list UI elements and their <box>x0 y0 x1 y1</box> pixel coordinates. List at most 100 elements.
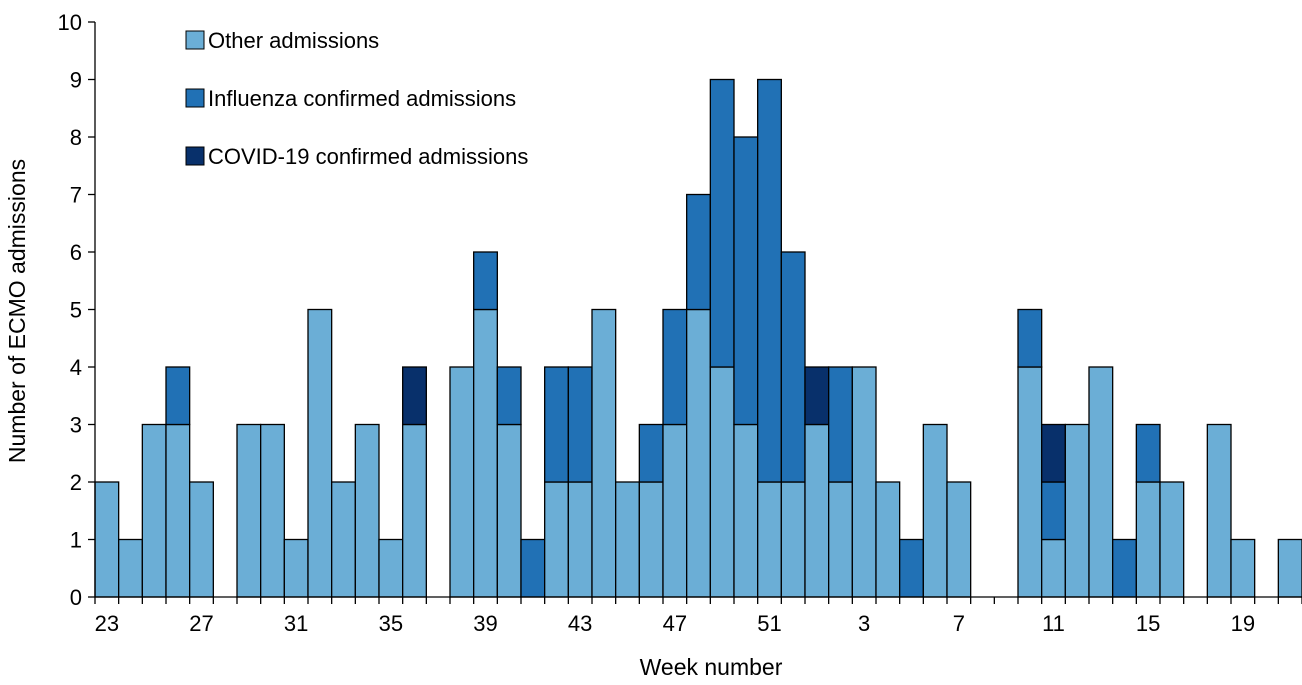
bar-segment <box>709 78 735 368</box>
bar-segment <box>1064 423 1090 598</box>
y-tick-label: 3 <box>70 413 82 438</box>
x-tick-label: 31 <box>284 611 308 636</box>
y-tick-label: 4 <box>70 355 82 380</box>
bar-segment <box>828 481 853 598</box>
bar-segment <box>236 423 262 598</box>
bar-segment <box>733 423 759 598</box>
bar-segment <box>402 423 427 598</box>
bar-segment <box>804 366 830 426</box>
bar-segment <box>165 423 191 598</box>
bar-segment <box>922 423 948 598</box>
bar-segment <box>260 423 285 598</box>
bar-segment <box>165 366 191 426</box>
y-axis-title: Number of ECMO admissions <box>4 159 30 463</box>
x-ticks-group: 23 27 31 35 39 43 47 51 3 7 11 15 19 <box>94 597 1302 636</box>
x-tick-label: 39 <box>473 611 497 636</box>
y-tick-label: 10 <box>58 10 82 35</box>
bar-segment <box>283 538 309 598</box>
legend-label: COVID-19 confirmed admissions <box>208 144 528 169</box>
bar-segment <box>473 251 498 311</box>
bar-segment <box>899 538 924 598</box>
bar-segment <box>828 366 853 483</box>
y-tick-label: 6 <box>70 240 82 265</box>
bar-segment <box>1206 423 1232 598</box>
bar-segment <box>686 308 711 598</box>
bar-segment <box>638 481 664 598</box>
x-tick-label: 27 <box>189 611 213 636</box>
bar-segment <box>520 538 546 598</box>
bar-segment <box>662 423 688 598</box>
bar-segment <box>804 423 830 598</box>
bar-segment <box>118 538 143 598</box>
bar-segment <box>1277 538 1302 598</box>
bar-segment <box>141 423 167 598</box>
bar-segment <box>780 251 806 483</box>
bar-segment <box>449 366 475 598</box>
bar-segment <box>1017 308 1043 368</box>
bar-segment <box>1088 366 1114 598</box>
bar-segment <box>1041 538 1066 598</box>
legend-swatch <box>185 88 205 108</box>
bar-segment <box>1017 366 1043 598</box>
bar-segment <box>686 193 711 311</box>
bar-segment <box>1135 481 1161 598</box>
bar-segment <box>615 481 640 598</box>
bar-segment <box>733 136 759 426</box>
x-tick-label: 15 <box>1136 611 1160 636</box>
bar-segment <box>544 481 569 598</box>
x-tick-label: 43 <box>568 611 592 636</box>
y-tick-label: 9 <box>70 68 82 93</box>
y-tick-label: 0 <box>70 585 82 610</box>
legend-swatch <box>185 146 205 166</box>
bar-segment <box>567 366 593 483</box>
bar-segment <box>567 481 593 598</box>
x-tick-label: 7 <box>953 611 965 636</box>
y-tick-label: 2 <box>70 470 82 495</box>
bar-segment <box>709 366 735 598</box>
bar-segment <box>402 366 427 426</box>
bar-segment <box>1135 423 1161 483</box>
legend-swatch <box>185 30 205 50</box>
bar-segment <box>496 366 522 426</box>
bar-segment <box>307 308 333 598</box>
bar-segment <box>189 481 214 598</box>
x-tick-label: 11 <box>1042 611 1065 636</box>
bar-segment <box>354 423 380 598</box>
x-tick-label: 19 <box>1231 611 1255 636</box>
bar-segment <box>1230 538 1256 598</box>
bar-segment <box>331 481 356 598</box>
bar-segment <box>1159 481 1185 598</box>
y-ticks-group: 0 1 2 3 4 5 6 7 8 9 10 <box>58 10 95 610</box>
bar-segment <box>591 308 617 598</box>
x-tick-label: 23 <box>95 611 119 636</box>
y-tick-label: 1 <box>70 528 82 553</box>
y-tick-label: 5 <box>70 298 82 323</box>
bar-segment <box>662 308 688 426</box>
bar-segment <box>757 78 782 483</box>
x-tick-label: 47 <box>663 611 687 636</box>
x-axis-title: Week number <box>640 654 783 680</box>
bar-segment <box>875 481 901 598</box>
legend: Other admissions Influenza confirmed admi… <box>185 28 528 169</box>
bar-segment <box>378 538 404 598</box>
bar-segment <box>1041 481 1066 541</box>
y-tick-label: 7 <box>70 183 82 208</box>
bar-segment <box>1041 423 1066 483</box>
bar-segment <box>946 481 972 598</box>
bar-segment <box>473 308 498 598</box>
y-tick-label: 8 <box>70 125 82 150</box>
bar-segment <box>496 423 522 598</box>
bar-segment <box>1112 538 1137 598</box>
x-tick-label: 35 <box>379 611 403 636</box>
bar-segment <box>851 366 877 598</box>
bar-segment <box>638 423 664 483</box>
legend-label: Influenza confirmed admissions <box>208 86 516 111</box>
bar-segment <box>780 481 806 598</box>
x-tick-label: 51 <box>757 611 781 636</box>
x-tick-label: 3 <box>858 611 870 636</box>
bar-segment <box>94 481 120 598</box>
bar-segment <box>757 481 782 598</box>
legend-label: Other admissions <box>208 28 379 53</box>
bar-segment <box>544 366 569 483</box>
